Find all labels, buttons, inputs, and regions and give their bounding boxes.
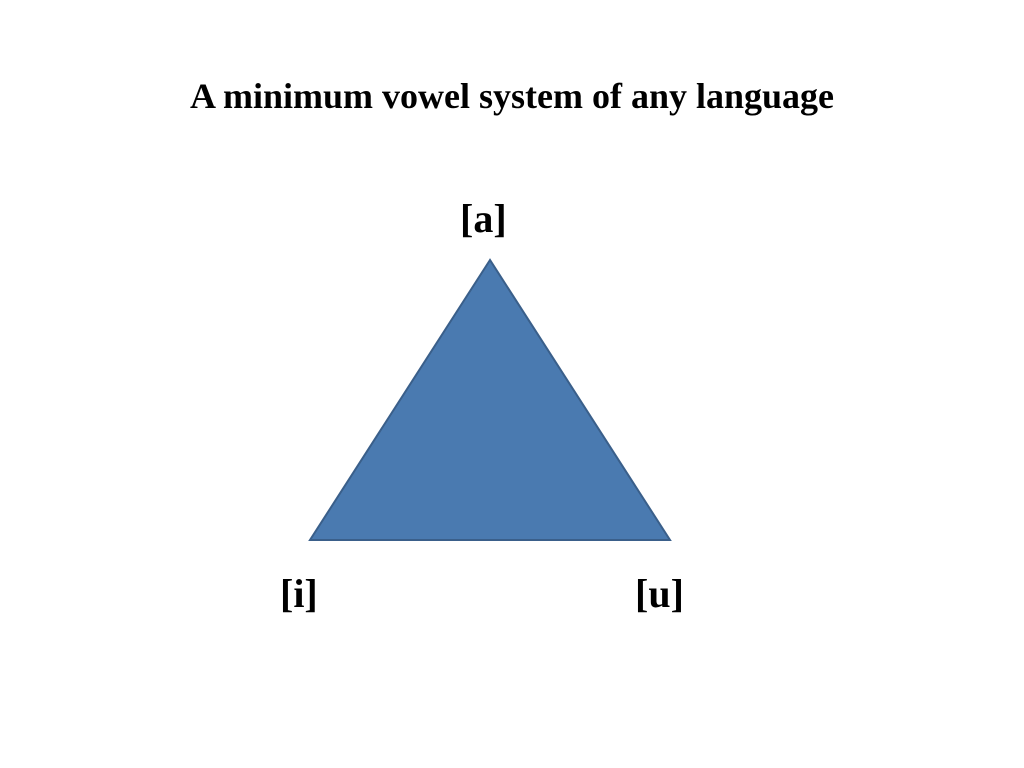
triangle-shape: [310, 260, 670, 540]
vowel-label-bottom-left: [i]: [280, 570, 318, 617]
vowel-label-bottom-right: [u]: [635, 570, 684, 617]
vowel-triangle: [0, 0, 1024, 768]
